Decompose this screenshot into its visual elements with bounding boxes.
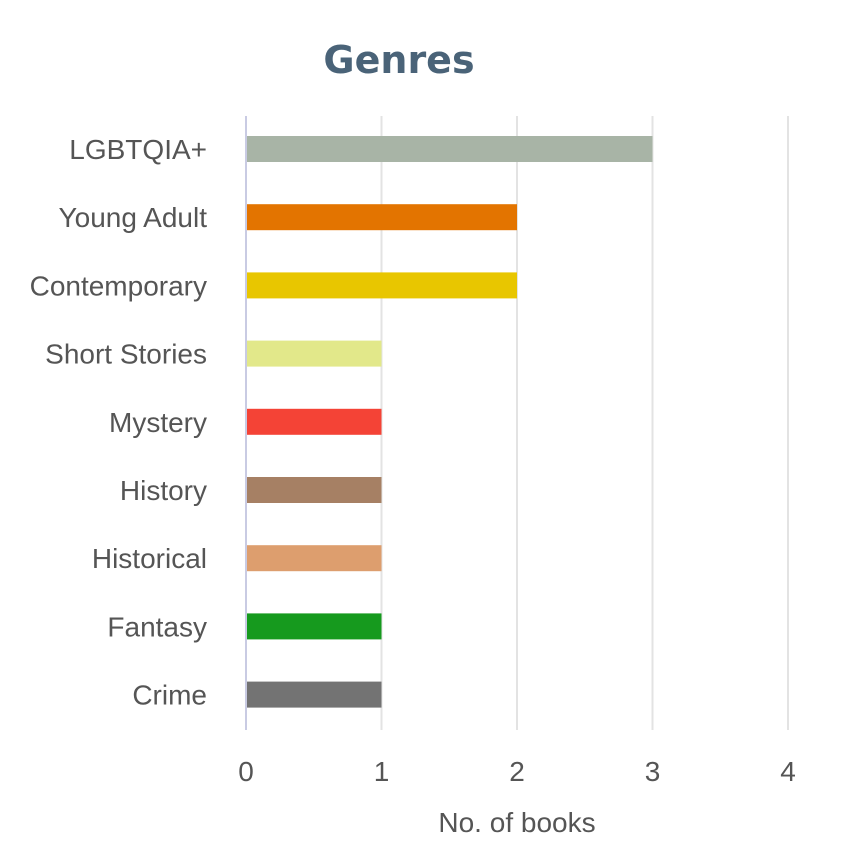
x-tick-label: 2 (509, 756, 525, 787)
x-tick-label: 4 (780, 756, 796, 787)
bar (247, 613, 382, 640)
category-labels: LGBTQIA+ Young Adult Contemporary Short Sto… (30, 134, 208, 711)
x-tick-labels: 0 1 2 3 4 (238, 756, 796, 787)
x-tick-label: 1 (374, 756, 390, 787)
bar (247, 204, 517, 231)
category-label: Short Stories (45, 339, 207, 370)
category-label: LGBTQIA+ (69, 134, 207, 165)
category-label: Crime (132, 680, 207, 711)
x-tick-label: 3 (645, 756, 661, 787)
bar (247, 272, 517, 299)
bar (247, 477, 382, 503)
category-label: Mystery (109, 407, 207, 438)
category-label: Young Adult (59, 202, 208, 233)
bar (247, 545, 382, 572)
category-label: History (120, 475, 207, 506)
x-axis-label: No. of books (438, 807, 595, 838)
bar (247, 681, 382, 708)
category-label: Fantasy (107, 611, 207, 642)
category-label: Contemporary (30, 270, 207, 301)
chart-title: Genres (323, 38, 474, 82)
bars (247, 136, 653, 708)
x-tick-label: 0 (238, 756, 254, 787)
bar (247, 136, 653, 162)
bar (247, 408, 382, 435)
bar (247, 340, 382, 367)
category-label: Historical (92, 543, 207, 574)
